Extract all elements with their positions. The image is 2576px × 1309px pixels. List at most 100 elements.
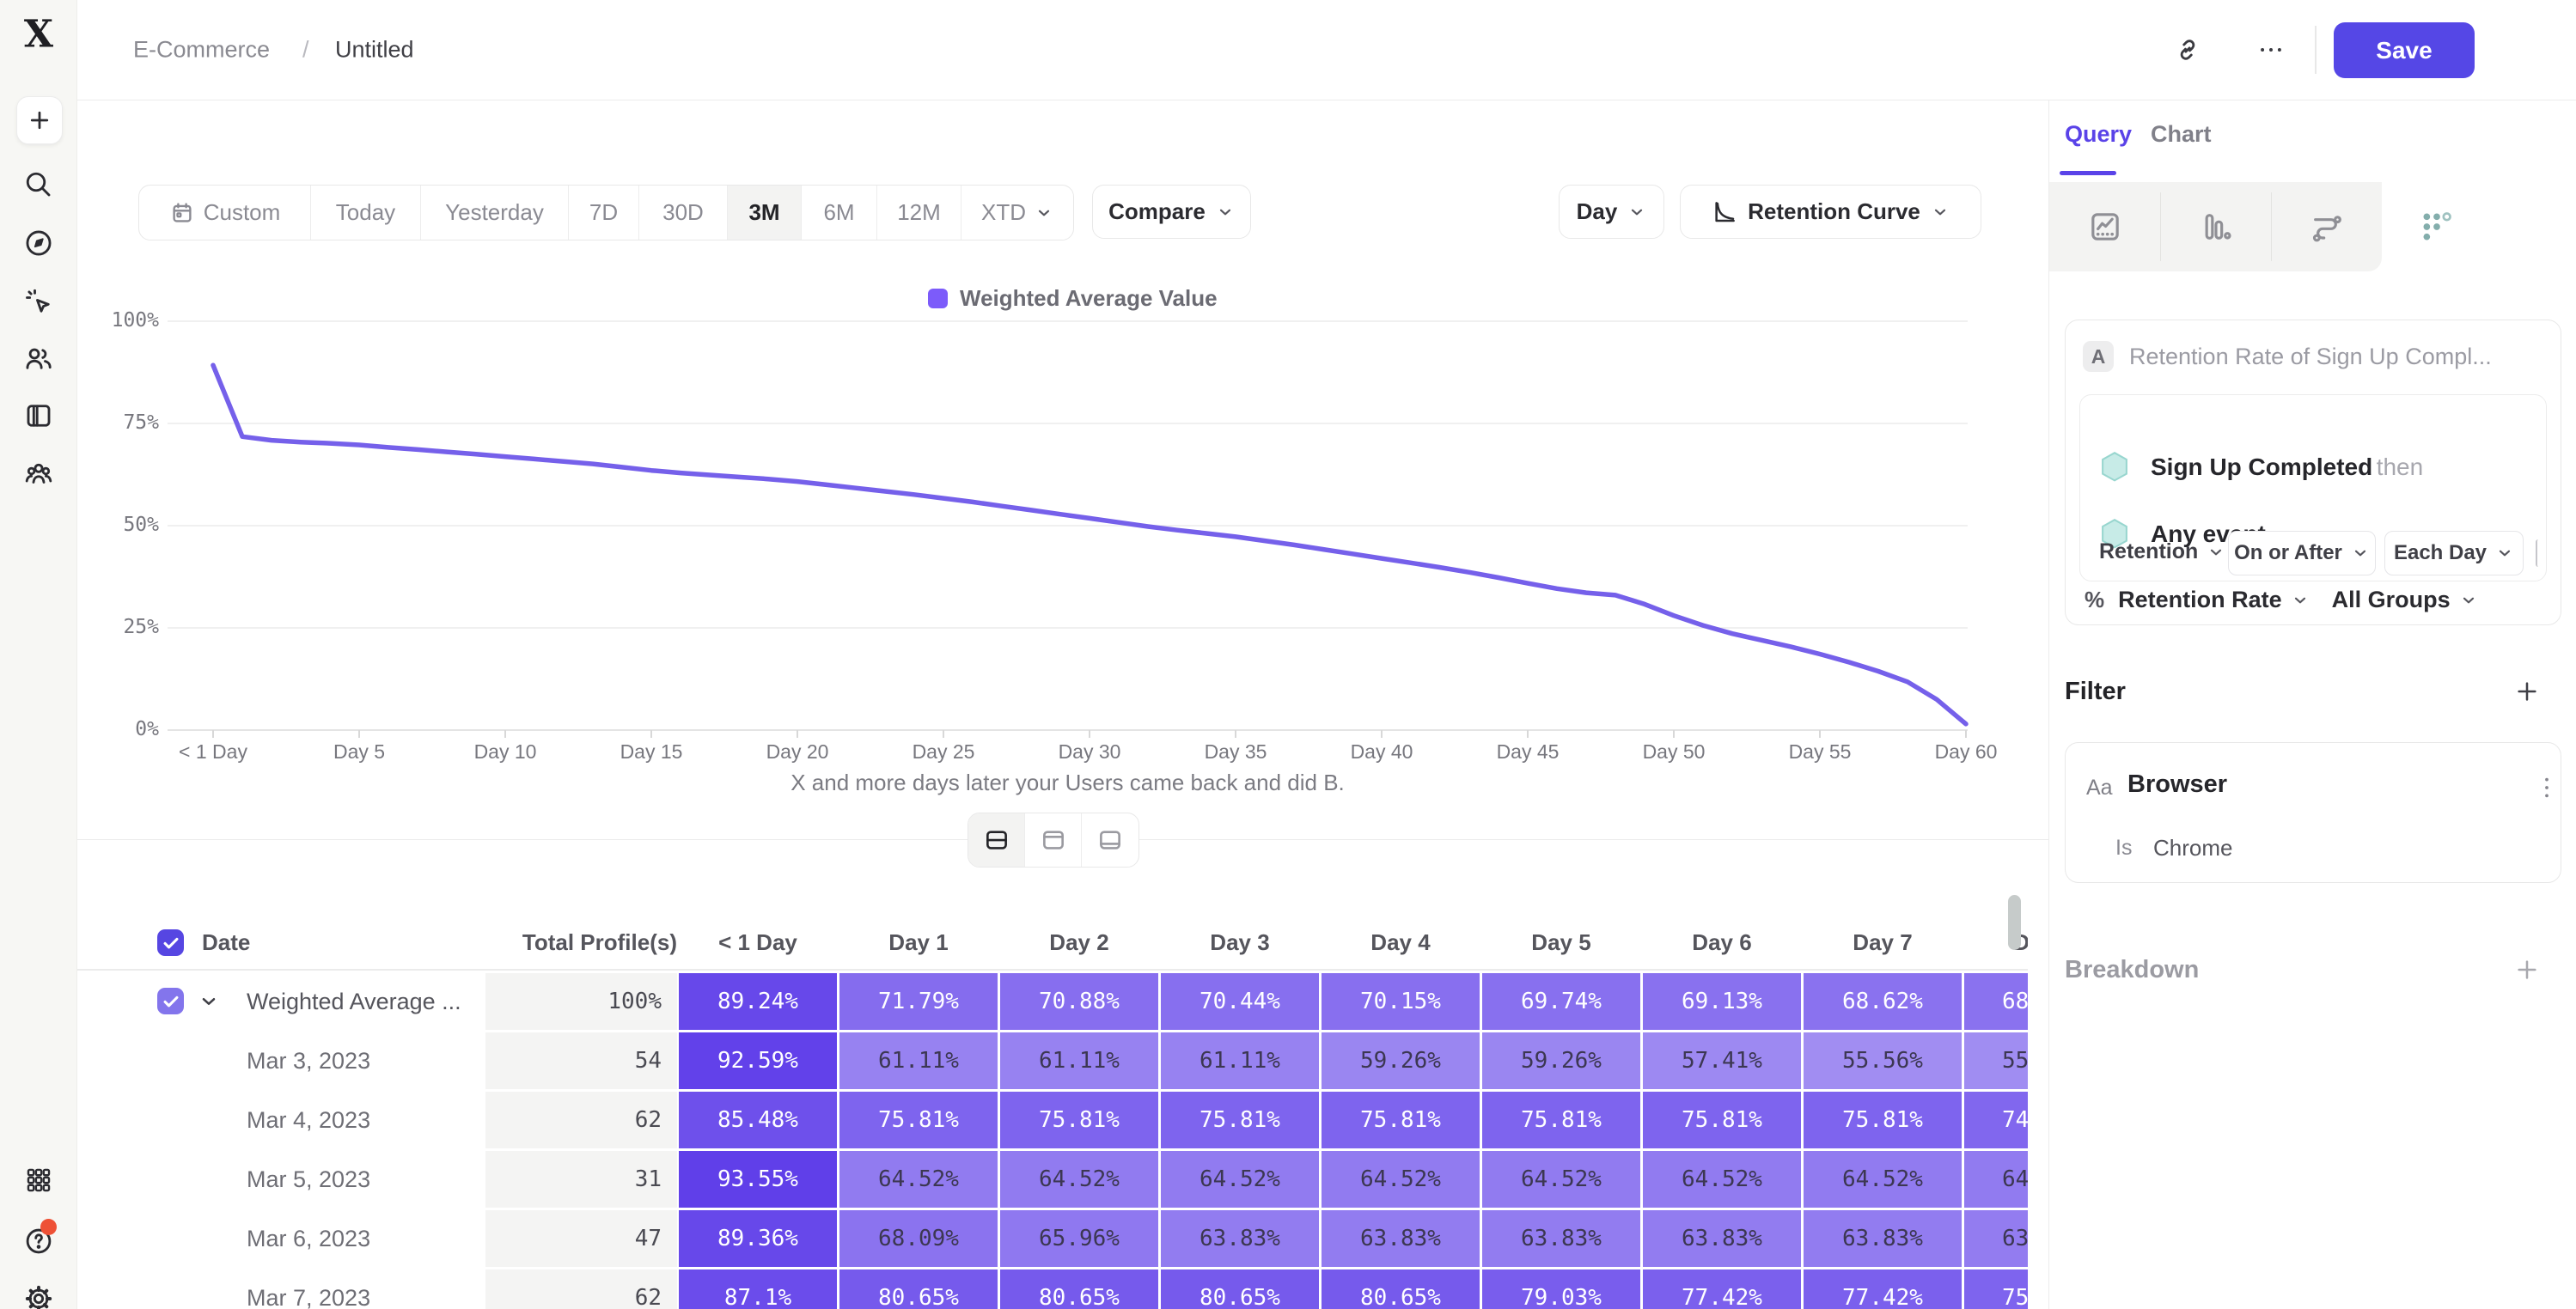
retention-cell[interactable]: 92.59%: [679, 1032, 837, 1089]
range-3m[interactable]: 3M: [728, 186, 802, 240]
chart-view-icon[interactable]: [1025, 813, 1082, 867]
column-header-day-2[interactable]: Day 2: [1049, 929, 1109, 955]
insights-icon[interactable]: [2088, 210, 2122, 244]
groups-dropdown[interactable]: All Groups: [2332, 587, 2478, 613]
select-all-checkbox[interactable]: [157, 929, 184, 956]
retention-cell[interactable]: 93.55%: [679, 1151, 837, 1208]
retention-cell-clipped[interactable]: 75: [1964, 1269, 2028, 1309]
retention-cell[interactable]: 80.65%: [1322, 1269, 1480, 1309]
retention-cell[interactable]: 63.83%: [1804, 1210, 1962, 1267]
measure-dropdown[interactable]: Retention: [2099, 539, 2225, 564]
users-icon[interactable]: [23, 343, 54, 374]
bar-chart-icon[interactable]: [2199, 210, 2233, 244]
table-view-icon[interactable]: [1082, 813, 1138, 867]
expand-row-icon[interactable]: [198, 990, 220, 1013]
save-button[interactable]: Save: [2334, 22, 2475, 78]
column-header-day-7[interactable]: Day 7: [1853, 929, 1913, 955]
retention-cell-clipped[interactable]: 74: [1964, 1092, 2028, 1148]
retention-cell[interactable]: 68.09%: [839, 1210, 998, 1267]
cohort-icon[interactable]: [23, 458, 54, 489]
retention-cell[interactable]: 65.96%: [1000, 1210, 1158, 1267]
search-icon[interactable]: [23, 169, 54, 200]
table-scrollbar-thumb[interactable]: [2008, 895, 2021, 950]
retention-cell-clipped[interactable]: 55: [1964, 1032, 2028, 1089]
retention-cell[interactable]: 77.42%: [1643, 1269, 1801, 1309]
filter-operator[interactable]: Is: [2115, 836, 2133, 860]
range-6m[interactable]: 6M: [802, 186, 877, 240]
retention-cell[interactable]: 70.15%: [1322, 973, 1480, 1030]
range-7d[interactable]: 7D: [569, 186, 639, 240]
retention-cell[interactable]: 64.52%: [1161, 1151, 1319, 1208]
retention-cell[interactable]: 79.03%: [1482, 1269, 1640, 1309]
retention-cell[interactable]: 87.1%: [679, 1269, 837, 1309]
range-today[interactable]: Today: [311, 186, 421, 240]
tab-chart[interactable]: Chart: [2151, 121, 2212, 147]
retention-cell[interactable]: 64.52%: [1482, 1151, 1640, 1208]
query-title-input[interactable]: Retention Rate of Sign Up Compl...: [2129, 344, 2492, 369]
cursor-click-icon[interactable]: [23, 286, 54, 317]
retention-cell[interactable]: 85.48%: [679, 1092, 837, 1148]
chart-type-dropdown[interactable]: Retention Curve: [1680, 185, 1981, 239]
column-header-total-profile-s-[interactable]: Total Profile(s): [522, 929, 677, 955]
column-header-day-3[interactable]: Day 3: [1210, 929, 1270, 955]
filter-property[interactable]: Browser: [2127, 770, 2228, 798]
retention-dots-icon[interactable]: [2420, 210, 2454, 244]
retention-cell[interactable]: 63.83%: [1322, 1210, 1480, 1267]
column-header-day-6[interactable]: Day 6: [1692, 929, 1752, 955]
column-header-day-4[interactable]: Day 4: [1370, 929, 1431, 955]
flows-icon[interactable]: [2310, 210, 2344, 244]
retention-cell[interactable]: 80.65%: [1161, 1269, 1319, 1309]
retention-cell-clipped[interactable]: 63: [1964, 1210, 2028, 1267]
retention-cell[interactable]: 89.36%: [679, 1210, 837, 1267]
filter-menu-icon[interactable]: [2533, 774, 2561, 801]
row-checkbox[interactable]: [157, 988, 184, 1014]
retention-cell[interactable]: 75.81%: [1804, 1092, 1962, 1148]
help-icon[interactable]: [23, 1219, 57, 1257]
retention-cell[interactable]: 59.26%: [1482, 1032, 1640, 1089]
retention-cell[interactable]: 61.11%: [1000, 1032, 1158, 1089]
retention-cell[interactable]: 64.52%: [1000, 1151, 1158, 1208]
retention-cell[interactable]: 75.81%: [1161, 1092, 1319, 1148]
range-custom[interactable]: Custom: [139, 186, 311, 240]
more-options-icon[interactable]: [2256, 35, 2286, 64]
share-link-icon[interactable]: [2173, 35, 2202, 64]
retention-cell[interactable]: 69.74%: [1482, 973, 1640, 1030]
retention-cell[interactable]: 64.52%: [1322, 1151, 1480, 1208]
range-xtd[interactable]: XTD: [961, 186, 1073, 240]
retention-cell[interactable]: 89.24%: [679, 973, 837, 1030]
range-yesterday[interactable]: Yesterday: [421, 186, 569, 240]
retention-cell-clipped[interactable]: 64: [1964, 1151, 2028, 1208]
range-12m[interactable]: 12M: [877, 186, 961, 240]
new-report-button[interactable]: [16, 96, 63, 144]
retention-cell[interactable]: 75.81%: [839, 1092, 998, 1148]
retention-cell[interactable]: 69.13%: [1643, 973, 1801, 1030]
retention-cell[interactable]: 68.62%: [1804, 973, 1962, 1030]
retention-cell[interactable]: 75.81%: [1482, 1092, 1640, 1148]
column-header-day-1[interactable]: Day 1: [888, 929, 949, 955]
retention-cell[interactable]: 77.42%: [1804, 1269, 1962, 1309]
settings-icon[interactable]: [23, 1283, 54, 1309]
retention-cell[interactable]: 75.81%: [1000, 1092, 1158, 1148]
retention-cell[interactable]: 57.41%: [1643, 1032, 1801, 1089]
retention-cell[interactable]: 80.65%: [839, 1269, 998, 1309]
tab-query[interactable]: Query: [2065, 121, 2133, 147]
retention-cell[interactable]: 63.83%: [1643, 1210, 1801, 1267]
retention-cell[interactable]: 64.52%: [1804, 1151, 1962, 1208]
retention-cell[interactable]: 63.83%: [1161, 1210, 1319, 1267]
split-view-icon[interactable]: [968, 813, 1025, 867]
retention-cell[interactable]: 75.81%: [1322, 1092, 1480, 1148]
breadcrumb-root[interactable]: E-Commerce: [133, 36, 271, 63]
column-header--1-day[interactable]: < 1 Day: [718, 929, 797, 955]
metric-dropdown[interactable]: Retention Rate: [2118, 587, 2310, 613]
retention-cell[interactable]: 64.52%: [839, 1151, 998, 1208]
add-breakdown-icon[interactable]: [2513, 956, 2541, 983]
retention-cell[interactable]: 75.81%: [1643, 1092, 1801, 1148]
retention-cell[interactable]: 80.65%: [1000, 1269, 1158, 1309]
filter-value[interactable]: Chrome: [2153, 835, 2233, 861]
retention-cell[interactable]: 70.44%: [1161, 973, 1319, 1030]
breadcrumb-current[interactable]: Untitled: [335, 36, 414, 63]
column-header-date[interactable]: Date: [202, 929, 251, 955]
granularity-dropdown[interactable]: Day: [1559, 185, 1664, 239]
retention-cell[interactable]: 64.52%: [1643, 1151, 1801, 1208]
retention-cell[interactable]: 59.26%: [1322, 1032, 1480, 1089]
